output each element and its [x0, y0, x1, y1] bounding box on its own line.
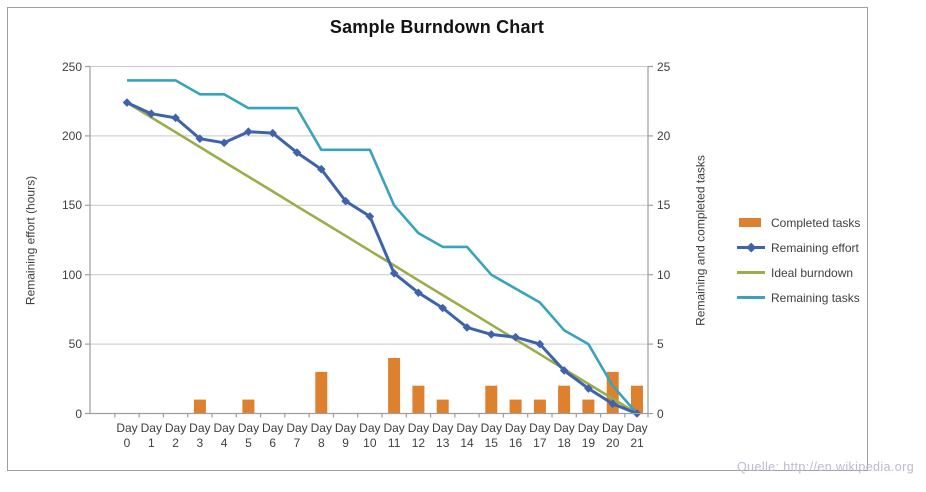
bar-completed-tasks: [436, 399, 449, 414]
bar-completed-tasks: [412, 385, 425, 414]
bar-completed-tasks: [388, 358, 401, 414]
legend-swatch-line-icon: [737, 268, 765, 278]
diamond-marker: [268, 128, 278, 138]
x-tick-label: Day 2: [164, 421, 187, 450]
bar-completed-tasks: [509, 399, 522, 414]
x-tick-label: Day 0: [116, 421, 138, 450]
x-tick-label: Day 18: [553, 421, 575, 450]
y-left-tick-label: 100: [61, 267, 82, 282]
x-tick-label: Day 6: [262, 421, 284, 450]
x-tick-label: Day 19: [577, 421, 600, 450]
y-right-tick-label: 15: [657, 198, 671, 213]
diamond-marker: [414, 288, 423, 298]
line-ideal-burndown: [126, 101, 638, 415]
bar-completed-tasks: [558, 385, 571, 414]
bar-completed-tasks: [193, 399, 206, 414]
bar-completed-tasks: [631, 385, 643, 414]
diamond-marker: [365, 212, 375, 221]
y-right-tick-label: 5: [657, 337, 664, 352]
diamond-marker: [511, 332, 520, 342]
legend-label: Ideal burndown: [771, 265, 854, 280]
legend-label: Remaining effort: [771, 240, 859, 255]
diamond-marker: [438, 303, 448, 313]
diamond-marker: [389, 269, 399, 278]
bar-completed-tasks: [242, 399, 255, 414]
legend-item: Ideal burndown: [737, 260, 860, 285]
x-tick-label: Day 7: [286, 421, 308, 450]
y-right-tick-label: 20: [657, 128, 671, 143]
legend-swatch-bar-icon: [737, 218, 765, 228]
y-left-tick-label: 0: [75, 406, 82, 421]
y-right-tick-label: 10: [657, 267, 671, 282]
y-left-tick-label: 200: [61, 128, 82, 143]
x-tick-label: Day 1: [140, 421, 162, 450]
x-tick-label: Day 11: [383, 421, 405, 450]
diamond-marker: [584, 384, 593, 393]
y-axis-right-title: Remaining and completed tasks: [693, 155, 708, 326]
x-tick-label: Day 10: [359, 421, 381, 450]
diamond-marker: [122, 98, 132, 107]
bar-completed-tasks: [485, 385, 498, 414]
bar-completed-tasks: [582, 399, 595, 414]
x-tick-label: Day 5: [237, 421, 260, 450]
x-tick-label: Day 17: [529, 421, 551, 450]
diamond-marker: [608, 399, 618, 409]
legend-label: Completed tasks: [771, 215, 861, 230]
x-tick-label: Day 15: [480, 421, 502, 450]
x-tick-label: Day 14: [456, 421, 478, 450]
x-tick-label: Day 13: [432, 421, 454, 450]
legend-item: Completed tasks: [737, 210, 860, 235]
legend-swatch-line-icon: [737, 293, 765, 303]
x-tick-label: Day 12: [407, 421, 430, 450]
legend-item: Remaining effort: [737, 235, 860, 260]
line-remaining-tasks: [127, 79, 638, 415]
y-right-tick-label: 25: [657, 59, 671, 74]
diamond-marker: [535, 339, 545, 349]
diamond-marker: [486, 330, 496, 339]
x-tick-label: Day 20: [602, 421, 624, 450]
x-tick-label: Day 8: [310, 421, 332, 450]
x-tick-label: Day 3: [189, 421, 211, 450]
chart-title: Sample Burndown Chart: [329, 17, 545, 37]
x-tick-label: Day 4: [213, 421, 235, 450]
legend: Completed tasks Remaining effort Ideal bur…: [737, 210, 860, 310]
legend-label: Remaining tasks: [771, 290, 860, 305]
diamond-marker: [559, 366, 569, 375]
diamond-marker: [316, 164, 326, 174]
y-left-tick-label: 250: [61, 59, 82, 74]
diamond-marker: [462, 323, 472, 332]
diamond-marker: [341, 196, 350, 206]
legend-item: Remaining tasks: [737, 285, 860, 310]
y-axis-left-title: Remaining effort (hours): [23, 175, 38, 306]
legend-swatch-line-diamond-icon: [737, 242, 765, 253]
bar-completed-tasks: [533, 399, 546, 414]
line-remaining-effort: [126, 101, 638, 415]
x-tick-label: Day 9: [334, 421, 357, 450]
x-tick-label: Day 16: [504, 421, 527, 450]
x-tick-label: Day 21: [626, 421, 648, 450]
source-watermark: Quelle: http://en.wikipedia.org: [737, 460, 915, 474]
y-left-tick-label: 150: [61, 198, 82, 213]
y-left-tick-label: 50: [68, 337, 82, 352]
diamond-marker: [292, 148, 302, 157]
diamond-marker: [171, 113, 180, 123]
diamond-marker: [195, 134, 205, 143]
diamond-marker: [244, 127, 253, 137]
bar-completed-tasks: [315, 371, 328, 414]
diamond-marker: [219, 138, 229, 148]
diamond-marker: [146, 109, 156, 118]
y-right-tick-label: 0: [657, 406, 664, 421]
chart-outer-frame: [7, 7, 868, 471]
